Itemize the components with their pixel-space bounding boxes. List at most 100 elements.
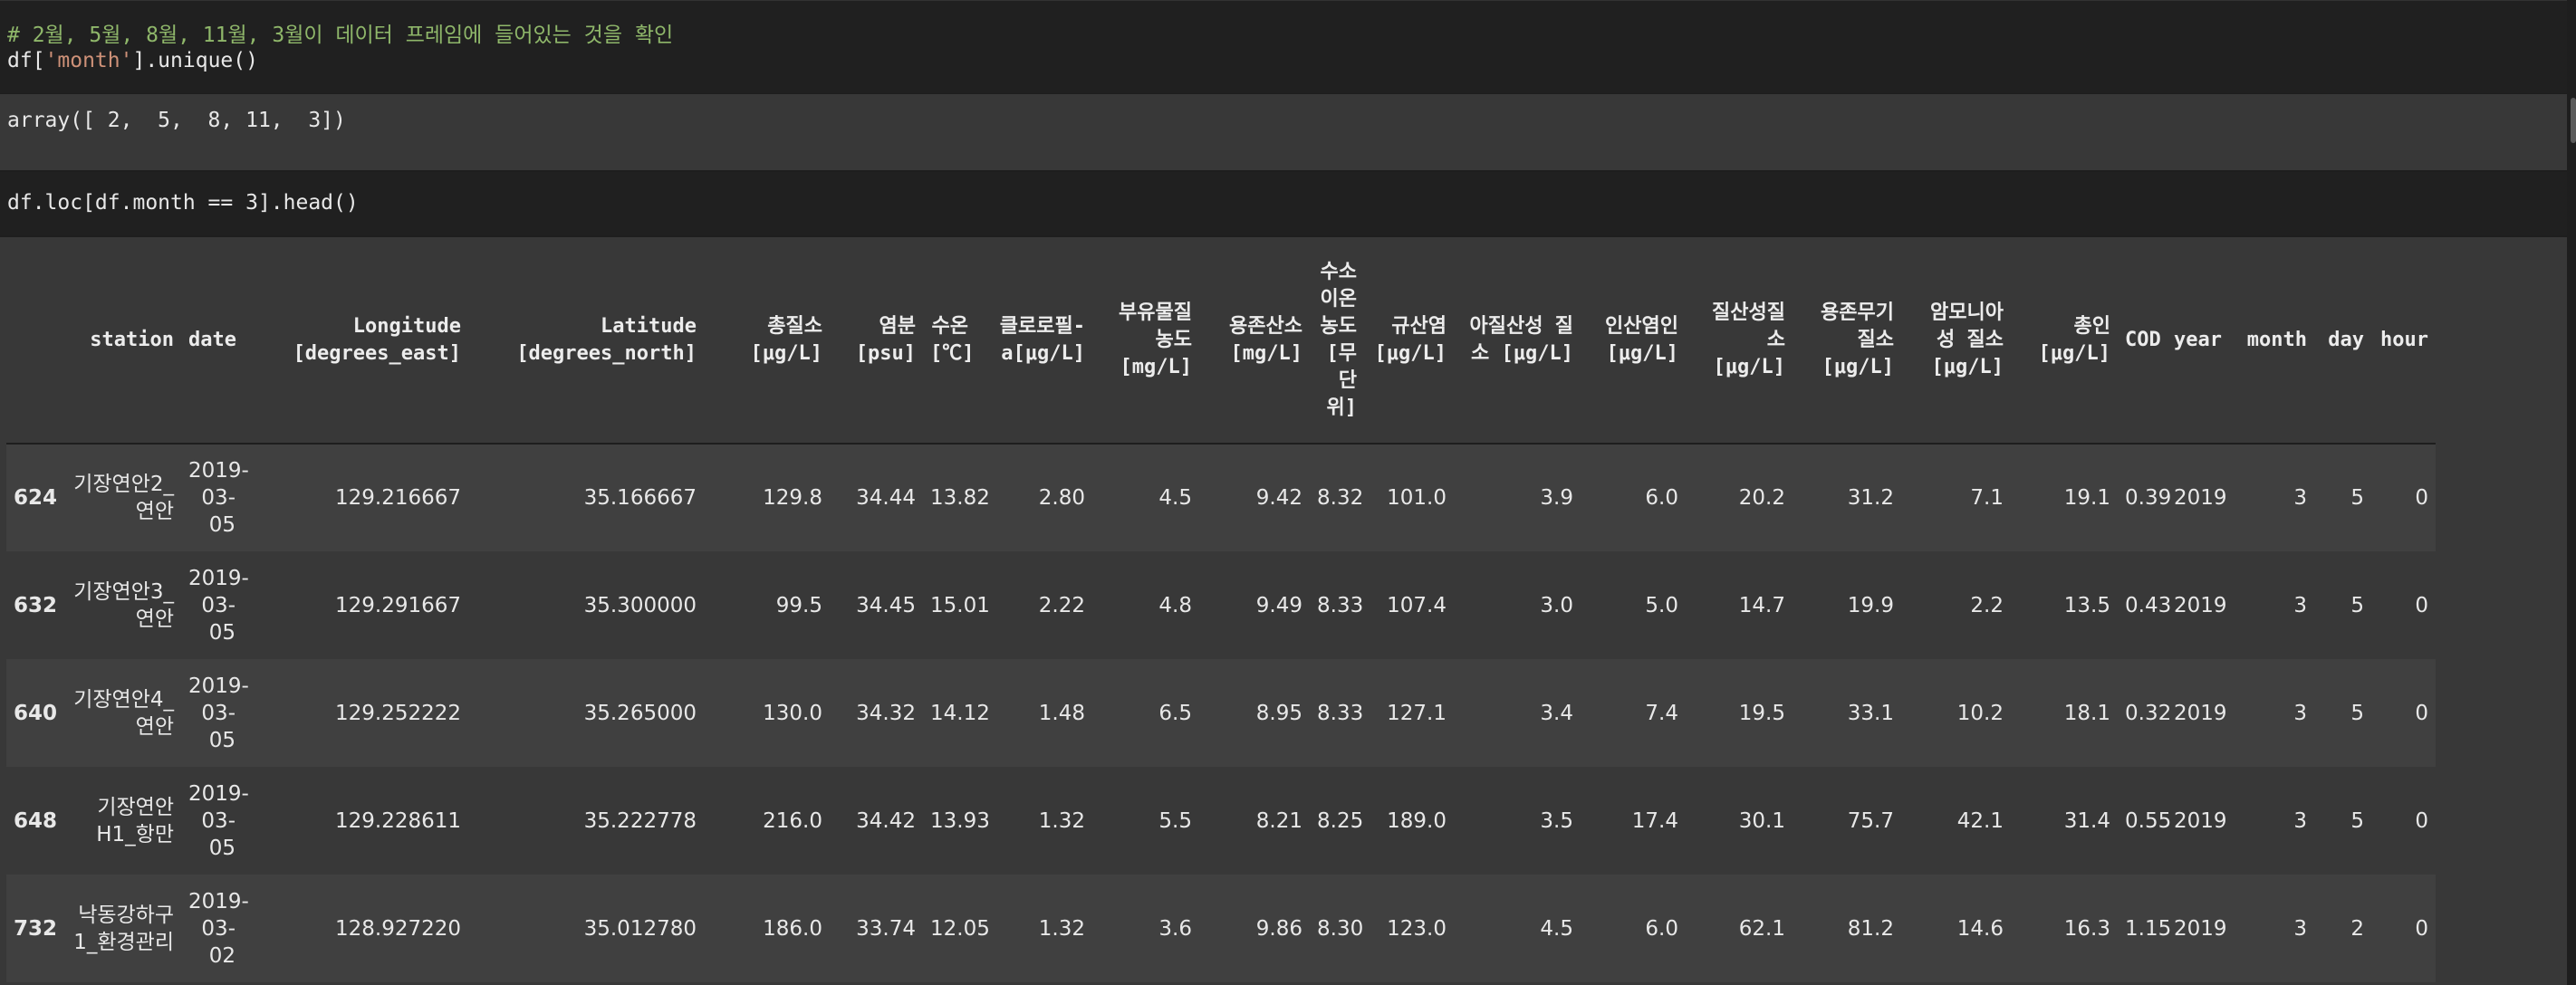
table-cell: 3.4	[1540, 701, 1573, 725]
table-cell: 34.32	[856, 701, 916, 725]
table-cell: 19.1	[2063, 486, 2110, 510]
table-cell: 9.86	[1255, 916, 1302, 941]
table-cell: 3.5	[1540, 808, 1573, 833]
table-cell: 129.252222	[334, 701, 461, 725]
table-cell: 8.32	[1317, 486, 1364, 510]
table-cell: 5	[2350, 808, 2364, 833]
table-cell: 3.9	[1540, 486, 1573, 510]
column-header: hour	[2371, 237, 2436, 445]
table-cell: 기장연안3_연안	[73, 579, 174, 631]
table-cell: 129.216667	[334, 486, 461, 510]
table-cell: 5	[2350, 486, 2364, 510]
column-header: date	[181, 237, 243, 445]
row-index: 624	[14, 486, 58, 510]
table-cell: 2019	[2174, 916, 2227, 941]
table-cell: 0	[2415, 486, 2428, 510]
table-cell: 7.4	[1645, 701, 1678, 725]
table-cell: 129.228611	[334, 808, 461, 833]
table-cell: 31.2	[1847, 486, 1894, 510]
table-cell: 2019	[2174, 701, 2227, 725]
table-cell: 19.9	[1847, 593, 1894, 617]
table-cell: 35.166667	[583, 486, 697, 510]
table-cell: 99.5	[775, 593, 822, 617]
table-cell: 기장연안2_연안	[73, 473, 174, 523]
output-scrollbar[interactable]	[2571, 98, 2576, 143]
code-suffix: ].unique()	[132, 49, 258, 72]
table-cell: 0.32	[2125, 701, 2172, 725]
row-index: 640	[14, 701, 58, 725]
table-cell: 20.2	[1738, 486, 1785, 510]
table-cell: 5	[2350, 701, 2364, 725]
table-cell: 189.0	[1387, 808, 1447, 833]
table-cell: 3.0	[1540, 593, 1573, 617]
column-header: Longitude [degrees_east]	[243, 237, 468, 445]
dataframe-output: station date Longitude [degrees_east] Latit…	[0, 237, 2567, 985]
table-row: 632 기장연안3_연안 2019-03-05 129.291667 35.300000…	[6, 551, 2436, 659]
table-cell: 2019	[2174, 808, 2227, 833]
table-cell: 기장연안 H1_항만	[96, 795, 174, 846]
table-cell: 81.2	[1847, 916, 1894, 941]
table-cell: 3	[2293, 701, 2307, 725]
table-cell: 1.15	[2125, 916, 2172, 941]
table-cell: 5.5	[1158, 808, 1192, 833]
table-cell: 13.82	[930, 486, 990, 510]
table-row: 648 기장연안 H1_항만 2019-03-05 129.228611 35.2227…	[6, 767, 2436, 875]
table-cell: 9.49	[1255, 593, 1302, 617]
column-header: COD	[2118, 237, 2167, 445]
table-cell: 0.43	[2125, 593, 2172, 617]
table-cell: 14.6	[1956, 916, 2004, 941]
column-header	[6, 237, 55, 445]
row-index: 732	[14, 916, 58, 941]
column-header: 염분 [psu]	[830, 237, 923, 445]
table-cell: 34.42	[856, 808, 916, 833]
table-cell: 0	[2415, 808, 2428, 833]
table-cell: 35.265000	[583, 701, 697, 725]
table-cell: 5.0	[1645, 593, 1678, 617]
column-header: station	[55, 237, 181, 445]
table-cell: 1.32	[1038, 808, 1085, 833]
table-cell: 107.4	[1387, 593, 1447, 617]
table-cell: 16.3	[2063, 916, 2110, 941]
table-cell: 35.300000	[583, 593, 697, 617]
table-cell: 8.21	[1255, 808, 1302, 833]
output-array-text: array([ 2, 5, 8, 11, 3])	[7, 109, 346, 132]
code-cell-loc[interactable]: df.loc[df.month == 3].head()	[0, 172, 2567, 235]
table-cell: 34.45	[856, 593, 916, 617]
table-cell: 2019-03-05	[188, 781, 249, 860]
table-cell: 101.0	[1387, 486, 1447, 510]
table-cell: 123.0	[1387, 916, 1447, 941]
code-cell-unique[interactable]: # 2월, 5월, 8월, 11월, 3월이 데이터 프레임에 들어있는 것을 …	[0, 0, 2567, 93]
table-cell: 33.74	[856, 916, 916, 941]
table-cell: 31.4	[2063, 808, 2110, 833]
table-cell: 127.1	[1387, 701, 1447, 725]
table-cell: 2019	[2174, 486, 2227, 510]
table-cell: 128.927220	[334, 916, 461, 941]
table-cell: 14.12	[930, 701, 990, 725]
column-header: day	[2314, 237, 2371, 445]
table-cell: 6.0	[1645, 916, 1678, 941]
table-cell: 75.7	[1847, 808, 1894, 833]
cell-output-unique: array([ 2, 5, 8, 11, 3])	[0, 94, 2567, 170]
table-cell: 4.8	[1158, 593, 1192, 617]
table-cell: 130.0	[763, 701, 822, 725]
table-cell: 6.5	[1158, 701, 1192, 725]
table-cell: 0	[2415, 916, 2428, 941]
table-cell: 35.222778	[583, 808, 697, 833]
code-line: df['month'].unique()	[7, 49, 258, 72]
table-cell: 3	[2293, 486, 2307, 510]
table-cell: 8.33	[1317, 593, 1364, 617]
table-cell: 2019-03-05	[188, 459, 249, 537]
table-cell: 2019-03-05	[188, 674, 249, 752]
table-cell: 10.2	[1956, 701, 2004, 725]
column-header: 질산성질 소 [μg/L]	[1686, 237, 1793, 445]
table-cell: 2.80	[1038, 486, 1085, 510]
column-header: 규산염 [μg/L]	[1364, 237, 1454, 445]
table-cell: 1.32	[1038, 916, 1085, 941]
column-header: 수온 [℃]	[923, 237, 976, 445]
table-cell: 2.22	[1038, 593, 1085, 617]
table-cell: 8.33	[1317, 701, 1364, 725]
column-header: 인산염인 [μg/L]	[1581, 237, 1686, 445]
table-cell: 17.4	[1631, 808, 1678, 833]
table-cell: 5	[2350, 593, 2364, 617]
column-header: 부유물질 농도 [mg/L]	[1092, 237, 1199, 445]
